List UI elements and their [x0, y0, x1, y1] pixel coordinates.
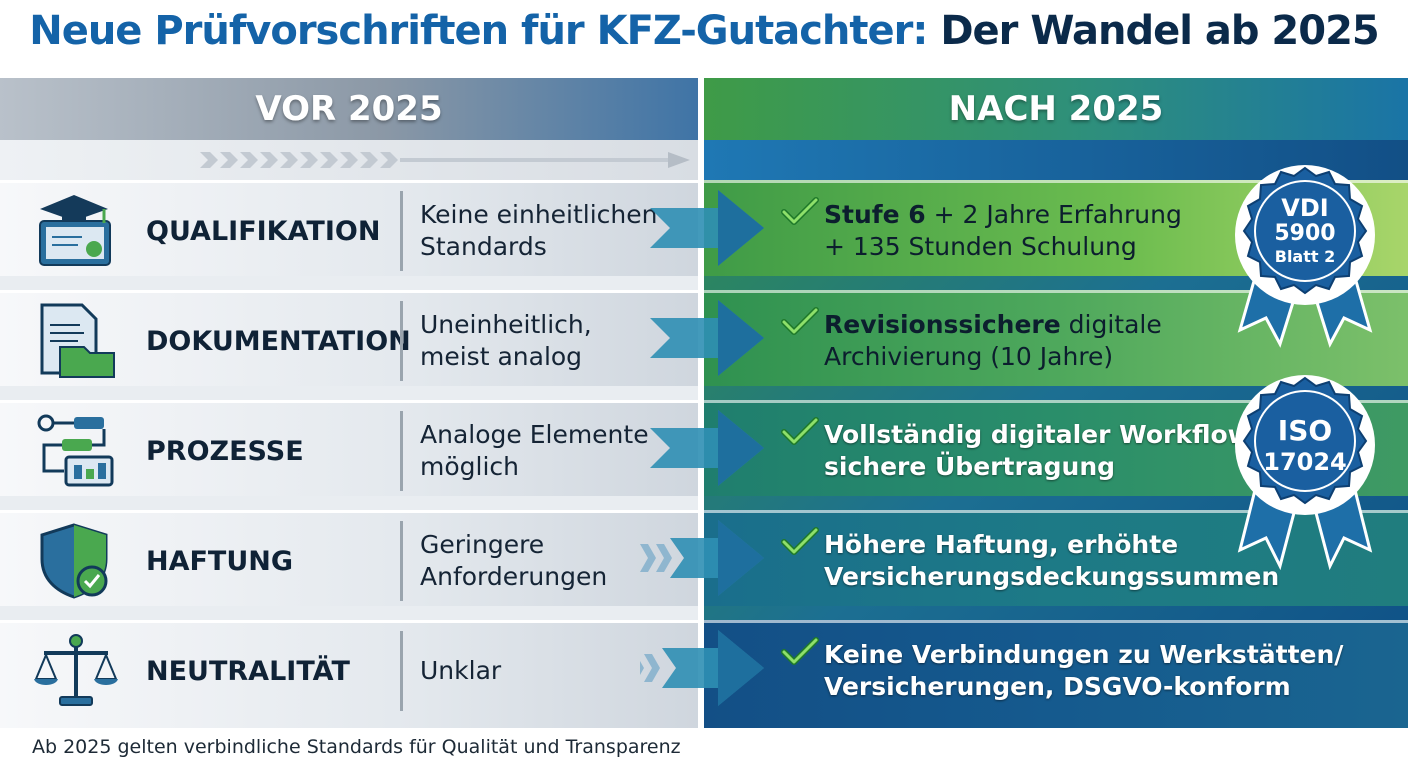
check-icon: [781, 637, 819, 665]
row-after-text: Vollständig digitaler Workflow, sichere Ü…: [824, 403, 1304, 499]
seal-iso-line2: 17024: [1263, 448, 1347, 476]
row-after-neutralitaet: Keine Verbindungen zu Werkstätten/Versic…: [704, 620, 1408, 728]
page-title: Neue Prüfvorschriften für KFZ-Gutachter:…: [0, 8, 1408, 54]
check-icon: [781, 527, 819, 555]
row-before-text: Keine einheitlichen Standards: [420, 183, 680, 279]
after-line: Versicherungsdeckungssummen: [824, 562, 1280, 591]
row-after-text: Keine Verbindungen zu Werkstätten/Versic…: [824, 623, 1343, 719]
row-before-prozesse: PROZESSE Analoge Elemente möglich: [0, 400, 698, 496]
chevron-arrow-icon: [200, 152, 690, 168]
before-line: Anforderungen: [420, 562, 608, 591]
row-before-neutralitaet: NEUTRALITÄT Unklar: [0, 620, 698, 728]
before-line: Standards: [420, 232, 547, 261]
row-divider: [400, 521, 403, 601]
after-line: Revisionssichere digitale: [824, 310, 1162, 339]
row-divider: [400, 411, 403, 491]
after-line: Höhere Haftung, erhöhte: [824, 530, 1179, 559]
before-line: Geringere: [420, 530, 545, 559]
column-header-before: VOR 2025: [0, 78, 698, 140]
row-before-text: Uneinheitlich, meist analog: [420, 293, 680, 389]
transition-arrow-icon: [640, 630, 764, 706]
row-label-dokumentation: DOKUMENTATION: [146, 325, 411, 357]
transition-arrow-icon: [650, 410, 764, 486]
row-before-haftung: HAFTUNG Geringere Anforderungen: [0, 510, 698, 606]
seal-vdi-line3: Blatt 2: [1275, 247, 1335, 266]
title-part-1: Neue Prüfvorschriften für KFZ-Gutachter:: [29, 8, 928, 54]
before-line: Unklar: [420, 656, 502, 685]
before-line: Uneinheitlich,: [420, 310, 592, 339]
row-after-text: Stufe 6 + 2 Jahre Erfahrung + 135 Stunden…: [824, 183, 1304, 279]
row-divider: [400, 191, 403, 271]
row-before-text: Analoge Elemente möglich: [420, 403, 680, 499]
row-before-dokumentation: DOKUMENTATION Uneinheitlich, meist analog: [0, 290, 698, 386]
after-line: + 135 Stunden Schulung: [824, 232, 1137, 261]
row-label-qualifikation: QUALIFIKATION: [146, 215, 381, 247]
transition-arrow-icon: [650, 190, 764, 266]
document-folder-icon: [40, 303, 115, 378]
row-after-text: Höhere Haftung, erhöhte Versicherungsdeck…: [824, 513, 1304, 609]
row-divider: [400, 301, 403, 381]
title-part-2: Der Wandel ab 2025: [940, 8, 1379, 54]
after-line: Archivierung (10 Jahre): [824, 342, 1114, 371]
after-line: Stufe 6 + 2 Jahre Erfahrung: [824, 200, 1182, 229]
after-line: Versicherungen, DSGVO-konform: [824, 672, 1291, 701]
scales-icon: [34, 634, 118, 706]
vdi-seal-badge: VDI 5900 Blatt 2: [1235, 165, 1375, 348]
column-header-after-label: NACH 2025: [948, 89, 1164, 129]
row-label-neutralitaet: NEUTRALITÄT: [146, 655, 350, 687]
row-divider: [400, 631, 403, 711]
column-header-before-label: VOR 2025: [255, 89, 443, 129]
row-label-prozesse: PROZESSE: [146, 435, 304, 467]
graduation-certificate-icon: [39, 195, 111, 266]
row-before-text: Unklar: [420, 623, 680, 719]
transition-arrow-icon: [640, 520, 764, 596]
check-icon: [781, 417, 819, 445]
after-line: sichere Übertragung: [824, 452, 1116, 481]
seal-iso-line1: ISO: [1278, 414, 1332, 447]
column-header-after: NACH 2025: [704, 78, 1408, 140]
before-line: Analoge Elemente: [420, 420, 649, 449]
seal-vdi-line2: 5900: [1274, 221, 1335, 246]
seal-vdi-line1: VDI: [1281, 194, 1328, 222]
footer-note: Ab 2025 gelten verbindliche Standards fü…: [32, 736, 681, 758]
check-icon: [781, 197, 819, 225]
row-label-haftung: HAFTUNG: [146, 545, 294, 577]
before-line: Keine einheitlichen: [420, 200, 658, 229]
iso-seal-badge: ISO 17024: [1235, 375, 1375, 570]
before-line: möglich: [420, 452, 519, 481]
before-line: meist analog: [420, 342, 583, 371]
after-line: Keine Verbindungen zu Werkstätten/: [824, 640, 1344, 669]
after-line: Vollständig digitaler Workflow,: [824, 420, 1259, 449]
row-before-qualifikation: QUALIFIKATION Keine einheitlichen Standar…: [0, 180, 698, 276]
transition-arrow-icon: [650, 300, 764, 376]
shield-check-icon: [40, 523, 108, 599]
check-icon: [781, 307, 819, 335]
row-after-text: Revisionssichere digitale Archivierung (1…: [824, 293, 1304, 389]
workflow-icon: [37, 414, 114, 487]
row-before-text: Geringere Anforderungen: [420, 513, 680, 609]
